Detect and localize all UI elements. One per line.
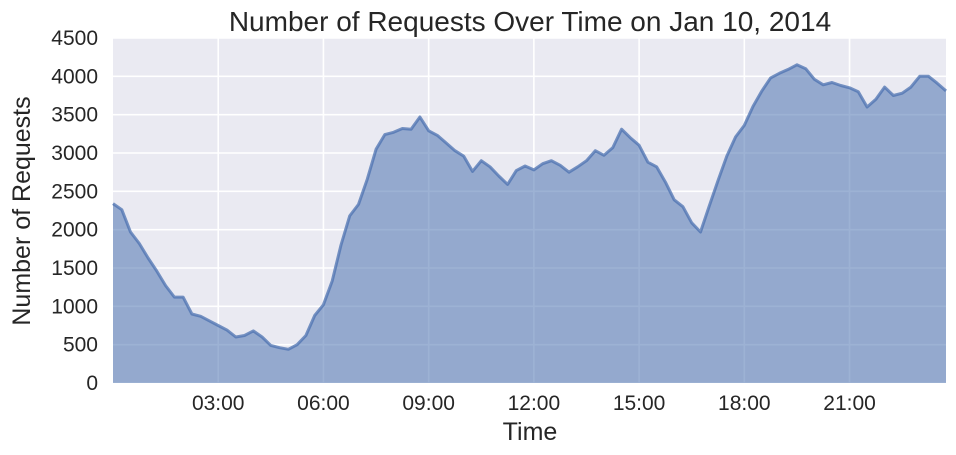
y-tick-label: 0 (86, 372, 98, 395)
y-tick-label: 3000 (51, 142, 98, 165)
y-tick-label: 500 (63, 334, 98, 357)
x-tick-label: 18:00 (718, 392, 771, 415)
chart-title: Number of Requests Over Time on Jan 10, … (229, 6, 831, 37)
y-tick-label: 4000 (51, 65, 98, 88)
y-tick-label: 3500 (51, 104, 98, 127)
x-axis-label: Time (503, 418, 558, 446)
x-tick-label: 03:00 (192, 392, 245, 415)
y-axis-ticks: 0 500 1000 1500 2000 2500 3000 3500 4000 4500 (51, 27, 98, 395)
y-tick-label: 2000 (51, 219, 98, 242)
y-tick-label: 1500 (51, 257, 98, 280)
x-tick-label: 15:00 (613, 392, 666, 415)
x-axis-ticks: 03:00 06:00 09:00 12:00 15:00 18:00 21:00 (192, 392, 876, 415)
x-tick-label: 12:00 (508, 392, 561, 415)
series-line (112, 63, 947, 351)
area-fill (113, 64, 946, 384)
y-axis-label: Number of Requests (8, 96, 36, 325)
y-tick-label: 2500 (51, 180, 98, 203)
y-tick-label: 1000 (51, 295, 98, 318)
x-tick-label: 21:00 (823, 392, 876, 415)
y-tick-label: 4500 (51, 27, 98, 50)
x-tick-label: 06:00 (297, 392, 350, 415)
x-tick-label: 09:00 (402, 392, 455, 415)
